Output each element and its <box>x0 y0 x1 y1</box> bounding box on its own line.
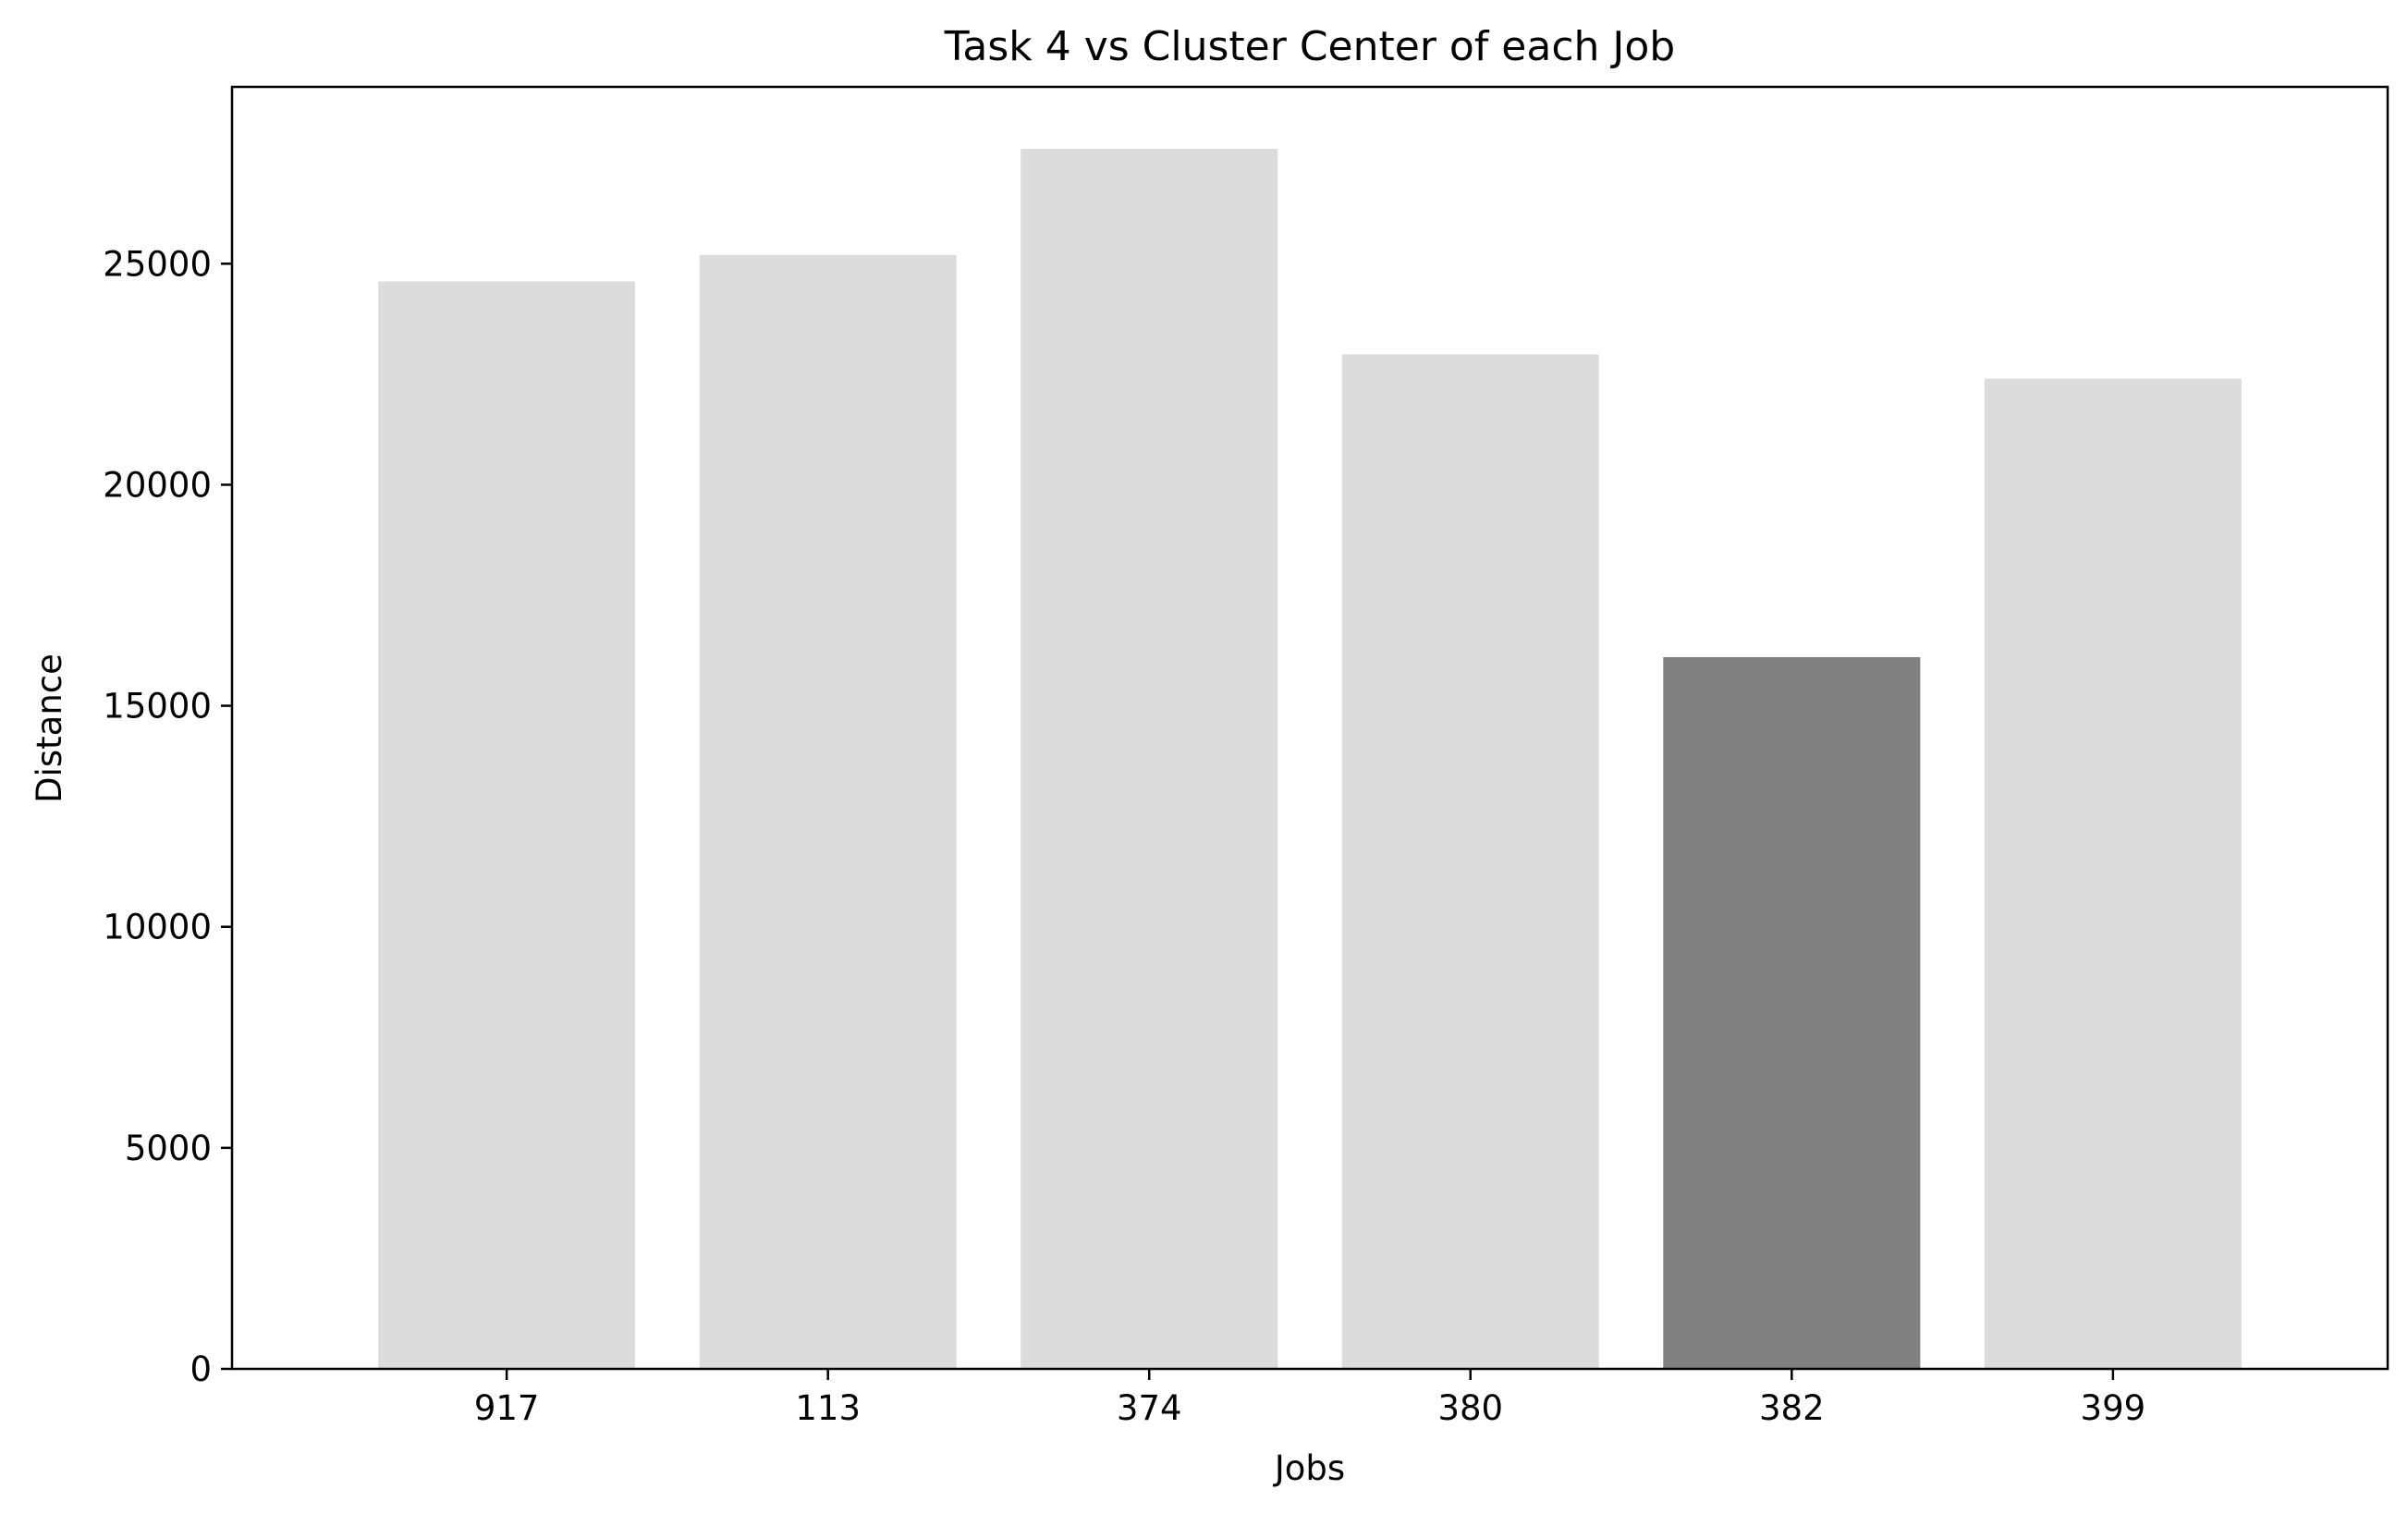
y-tick-label: 20000 <box>103 465 212 505</box>
x-tick-label: 380 <box>1437 1388 1503 1428</box>
bar-382 <box>1663 656 1921 1369</box>
x-axis-ticks: 917 113 374 380 382 399 <box>474 1369 2145 1428</box>
y-tick-label: 5000 <box>125 1129 212 1168</box>
x-tick-label: 374 <box>1117 1388 1182 1428</box>
bar-380 <box>1341 354 1599 1369</box>
y-tick-label: 10000 <box>103 908 212 947</box>
bar-113 <box>699 254 957 1369</box>
bars-group <box>378 148 2242 1369</box>
y-tick-label: 0 <box>189 1349 212 1389</box>
x-tick-label: 917 <box>474 1388 540 1428</box>
x-tick-label: 113 <box>795 1388 861 1428</box>
plot-frame <box>230 85 2390 1371</box>
bar-399 <box>1984 378 2242 1369</box>
x-tick-label: 382 <box>1759 1388 1825 1428</box>
chart-title: Task 4 vs Cluster Center of each Job <box>944 23 1675 70</box>
x-tick-label: 399 <box>2081 1388 2146 1428</box>
y-tick-label: 15000 <box>103 687 212 726</box>
y-axis-label: Distance <box>30 653 69 803</box>
bar-917 <box>378 281 636 1369</box>
y-tick-label: 25000 <box>103 244 212 284</box>
x-axis-label: Jobs <box>1273 1448 1345 1488</box>
bar-374 <box>1021 148 1278 1369</box>
y-axis-ticks: 0 5000 10000 15000 20000 25000 <box>103 244 232 1389</box>
